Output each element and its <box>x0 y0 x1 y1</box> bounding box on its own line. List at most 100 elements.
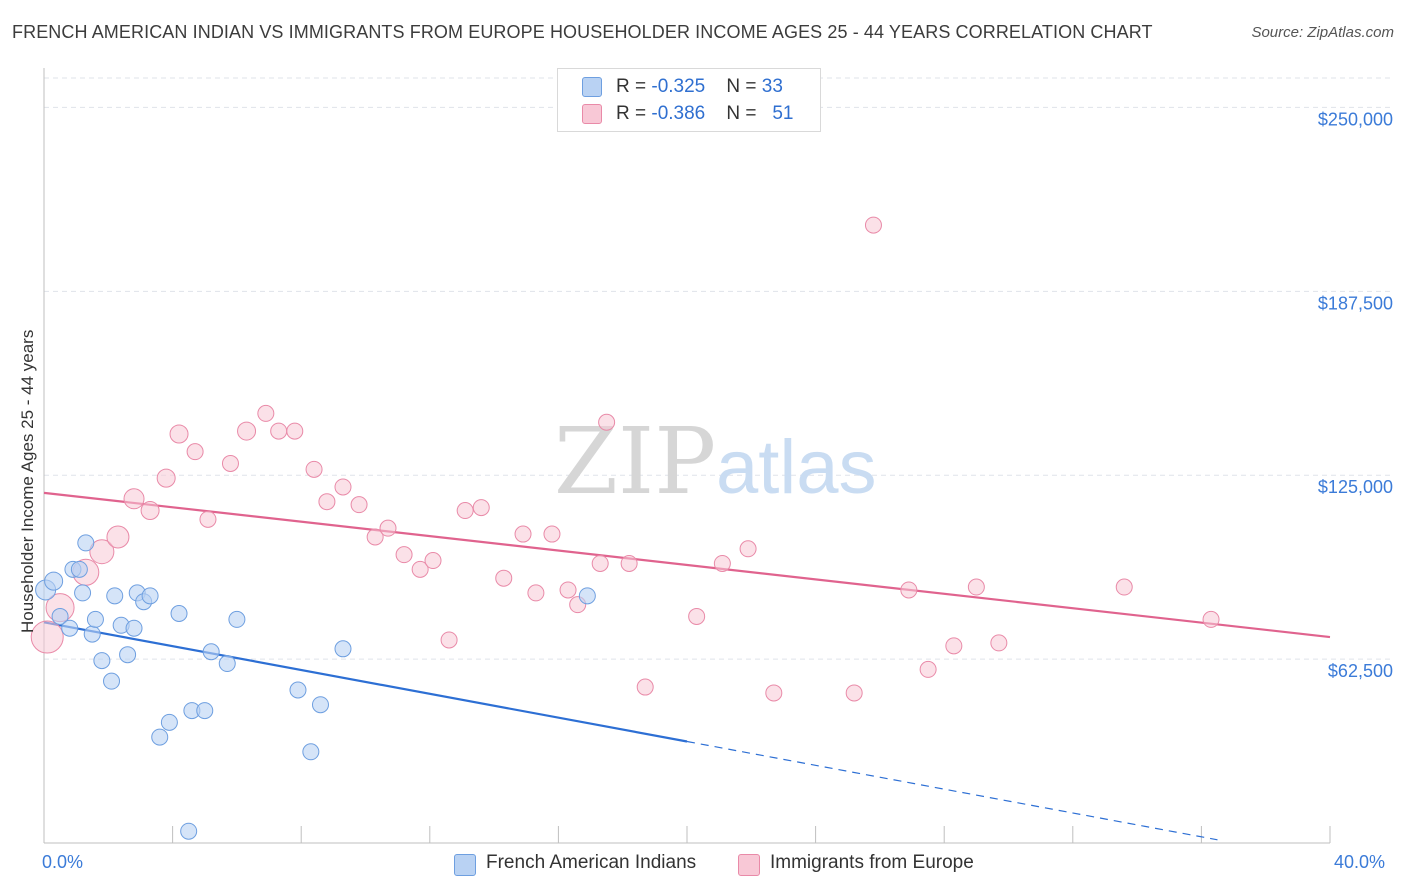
point-immigrants <box>636 678 654 696</box>
point-immigrants <box>270 422 288 440</box>
point-french <box>196 702 214 720</box>
point-immigrants <box>395 546 413 564</box>
x-tick-max: 40.0% <box>1334 852 1386 872</box>
point-immigrants <box>495 569 513 587</box>
point-immigrants <box>123 488 145 510</box>
point-french <box>93 652 111 670</box>
point-immigrants <box>514 525 532 543</box>
point-immigrants <box>411 560 429 578</box>
point-french <box>103 672 121 690</box>
point-immigrants <box>598 413 616 431</box>
series-french-points <box>35 534 596 840</box>
point-french <box>141 587 159 605</box>
point-immigrants <box>990 634 1008 652</box>
point-immigrants <box>379 519 397 537</box>
point-immigrants <box>919 660 937 678</box>
trend-line-french <box>43 621 688 743</box>
point-french <box>77 534 95 552</box>
point-french <box>70 560 88 578</box>
point-immigrants <box>140 501 160 521</box>
point-french <box>106 587 124 605</box>
point-immigrants <box>765 684 783 702</box>
bottom-legend-swatch-french <box>454 854 476 876</box>
point-immigrants <box>900 581 918 599</box>
point-french <box>83 625 101 643</box>
point-french <box>86 610 104 628</box>
point-immigrants <box>864 216 882 234</box>
y-tick-label: $62,500 <box>1328 661 1393 681</box>
point-french <box>334 640 352 658</box>
point-immigrants <box>945 637 963 655</box>
y-axis-label: Householder Income Ages 25 - 44 years <box>18 329 37 633</box>
point-immigrants <box>559 581 577 599</box>
point-french <box>160 713 178 731</box>
watermark-zip: ZIP <box>554 408 716 515</box>
point-immigrants <box>845 684 863 702</box>
point-french <box>180 822 198 840</box>
source-label: Source: ZipAtlas.com <box>1251 24 1394 41</box>
legend-n-label: N = <box>726 76 762 97</box>
point-immigrants <box>1115 578 1133 596</box>
legend-swatch-french <box>582 77 602 97</box>
point-french <box>44 571 64 591</box>
legend-n-value-immigrants: 51 <box>772 103 794 124</box>
point-french <box>170 605 188 622</box>
point-immigrants <box>440 631 458 649</box>
point-french <box>125 619 143 637</box>
point-immigrants <box>456 502 474 520</box>
point-immigrants <box>156 468 176 488</box>
point-immigrants <box>199 510 217 528</box>
point-french <box>228 610 246 628</box>
point-french <box>151 728 169 746</box>
point-french <box>218 655 236 673</box>
point-french <box>578 587 596 605</box>
point-immigrants <box>257 404 275 422</box>
point-immigrants <box>688 607 706 625</box>
point-immigrants <box>106 525 130 549</box>
point-immigrants <box>237 421 257 441</box>
gridlines <box>44 77 1394 660</box>
x-tick-min: 0.0% <box>42 852 84 872</box>
point-immigrants <box>472 499 490 517</box>
point-french <box>302 743 320 761</box>
point-immigrants <box>186 443 204 461</box>
point-immigrants <box>739 540 757 558</box>
point-immigrants <box>318 493 336 511</box>
point-french <box>289 681 307 699</box>
correlation-legend: R = -0.325 N = 33 R = -0.386 N = 51 <box>557 68 821 132</box>
chart-title: FRENCH AMERICAN INDIAN VS IMMIGRANTS FRO… <box>12 22 1153 42</box>
legend-swatch-immigrants <box>582 104 602 124</box>
point-immigrants <box>1202 610 1220 628</box>
trend-line-immigrants <box>43 491 1331 639</box>
point-immigrants <box>967 578 985 596</box>
point-french <box>311 696 329 714</box>
legend-r-value-french: -0.325 <box>651 76 706 97</box>
point-immigrants <box>221 454 239 472</box>
axes <box>43 68 1331 844</box>
bottom-legend-label-immigrants: Immigrants from Europe <box>770 852 974 873</box>
legend-n-label: N = <box>726 103 762 124</box>
point-immigrants <box>424 552 442 570</box>
legend-r-label: R = <box>616 76 652 97</box>
point-immigrants <box>543 525 561 543</box>
point-french <box>74 584 92 602</box>
point-immigrants <box>286 422 304 440</box>
y-tick-label: $125,000 <box>1318 477 1393 497</box>
trend-lines <box>43 491 1331 841</box>
y-tick-label: $250,000 <box>1318 109 1393 129</box>
point-immigrants <box>620 554 638 572</box>
point-immigrants <box>591 554 609 572</box>
bottom-legend-swatch-immigrants <box>738 854 760 876</box>
legend-r-value-immigrants: -0.386 <box>651 103 706 124</box>
watermark: ZIP atlas <box>554 408 877 515</box>
watermark-atlas: atlas <box>716 425 877 510</box>
point-immigrants <box>30 620 64 654</box>
point-french <box>202 643 220 661</box>
point-french <box>119 646 137 664</box>
point-immigrants <box>350 496 368 514</box>
point-immigrants <box>169 424 189 444</box>
trend-line-french-extension <box>686 740 1218 841</box>
point-immigrants <box>366 528 384 546</box>
legend-n-value-french: 33 <box>761 76 783 97</box>
